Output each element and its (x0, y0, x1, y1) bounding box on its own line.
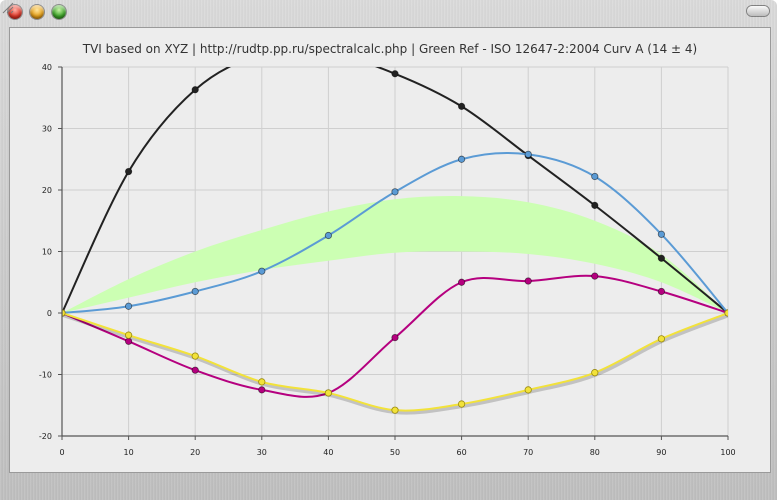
chart-ticks: 0 10 20 30 40 50 60 70 80 90 100 -20 -10 0 10 20 30 40 (39, 63, 736, 457)
data-point (258, 386, 266, 394)
data-point (125, 302, 133, 310)
data-point (191, 287, 199, 296)
tolerance-band-area (62, 196, 728, 313)
x-tick-label: 50 (390, 448, 400, 457)
data-point (657, 335, 666, 343)
x-tick-label: 80 (590, 448, 600, 457)
window-titlebar (0, 0, 777, 26)
x-tick-label: 60 (457, 448, 467, 457)
x-tick-label: 0 (59, 448, 64, 457)
y-tick-label: 10 (42, 248, 52, 257)
data-point (457, 400, 466, 408)
data-point (62, 309, 66, 317)
data-point (391, 188, 399, 196)
series-line (62, 151, 728, 314)
data-point (457, 278, 466, 286)
data-point (657, 254, 666, 262)
data-point (391, 333, 399, 342)
data-point (457, 155, 466, 163)
y-tick-label: -10 (39, 371, 52, 380)
data-point (657, 287, 666, 296)
x-tick-label: 40 (323, 448, 333, 457)
data-point (391, 406, 399, 414)
y-tick-label: 30 (42, 125, 52, 134)
x-tick-label: 100 (720, 448, 735, 457)
data-point (258, 378, 266, 386)
data-point (191, 366, 199, 374)
chart-title: TVI based on XYZ | http://rudtp.pp.ru/sp… (82, 42, 697, 56)
data-point (191, 352, 199, 360)
data-point (524, 386, 532, 394)
data-point (591, 272, 599, 280)
y-tick-label: 20 (42, 186, 52, 195)
series-line-shadow (62, 313, 728, 415)
x-tick-label: 10 (124, 448, 134, 457)
x-tick-label: 30 (257, 448, 267, 457)
data-point (191, 86, 199, 94)
data-point (591, 172, 599, 181)
chart-panel: TVI based on XYZ | http://rudtp.pp.ru/sp… (9, 27, 771, 473)
data-point (391, 70, 399, 78)
resize-grip-icon[interactable] (0, 0, 14, 14)
data-point (591, 201, 599, 209)
toolbar-toggle-button[interactable] (747, 6, 769, 16)
y-tick-label: -20 (39, 432, 52, 441)
data-point (125, 167, 133, 176)
x-tick-label: 90 (656, 448, 666, 457)
data-point (657, 230, 666, 238)
chart-series (62, 67, 728, 415)
data-point (591, 369, 599, 377)
data-point (324, 389, 332, 397)
data-point (524, 150, 532, 158)
data-point (457, 102, 466, 110)
zoom-icon[interactable] (52, 5, 66, 19)
data-point (724, 309, 728, 317)
y-tick-label: 0 (47, 309, 52, 318)
data-point (125, 331, 133, 339)
tvi-chart: TVI based on XYZ | http://rudtp.pp.ru/sp… (39, 42, 736, 457)
data-point (524, 277, 532, 285)
data-point (258, 267, 266, 275)
data-point (324, 231, 332, 240)
minimize-icon[interactable] (30, 5, 44, 19)
x-tick-label: 70 (523, 448, 533, 457)
y-tick-label: 40 (42, 63, 52, 72)
x-tick-label: 20 (190, 448, 200, 457)
series-3 (62, 309, 728, 415)
series-1 (62, 150, 728, 317)
tolerance-band (62, 196, 728, 313)
